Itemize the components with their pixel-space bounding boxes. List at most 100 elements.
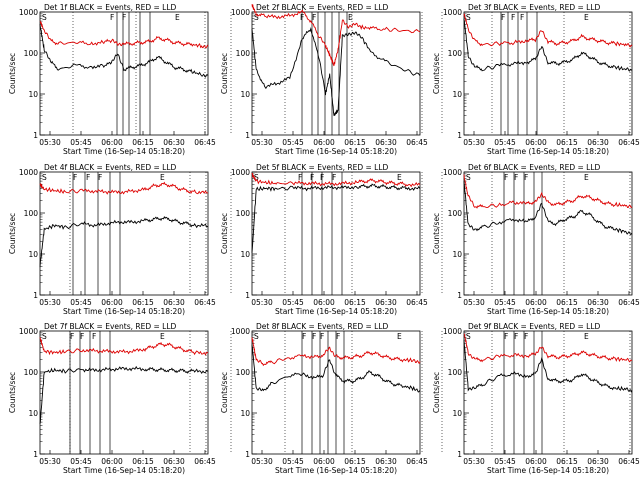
y-tick-label: 10 <box>28 250 38 259</box>
panel-title: Det 3f BLACK = Events, RED = LLD <box>468 3 601 12</box>
plot-frame <box>463 171 633 296</box>
x-tick-label: 06:30 <box>587 138 609 147</box>
x-tick-label: 06:00 <box>101 138 123 147</box>
x-tick-label: 06:00 <box>101 457 123 466</box>
flag-label: F <box>524 332 528 341</box>
y-tick-label: 1000 <box>443 327 462 336</box>
panel-title: Det 1f BLACK = Events, RED = LLD <box>44 3 177 12</box>
flag-label: E <box>348 13 353 22</box>
plot-frame <box>39 11 209 136</box>
panel-title: Det 7f BLACK = Events, RED = LLD <box>44 322 177 331</box>
lld-series-line <box>463 13 633 48</box>
y-tick-label: 10 <box>28 409 38 418</box>
lld-series-line <box>251 4 421 67</box>
x-tick-label: 06:45 <box>618 298 640 307</box>
flag-label: E <box>397 173 402 182</box>
flag-label: F <box>92 332 96 341</box>
events-series-line <box>251 344 421 393</box>
flag-label: F <box>501 13 505 22</box>
x-tick-label: 05:30 <box>251 138 273 147</box>
flag-label: F <box>312 332 316 341</box>
x-tick-label: 05:30 <box>39 138 61 147</box>
flag-label: S <box>466 332 471 341</box>
x-tick-label: 06:15 <box>556 298 578 307</box>
y-axis-label: Counts/sec <box>8 53 17 94</box>
x-tick-label: 06:45 <box>618 457 640 466</box>
y-tick-label: 1 <box>245 131 250 140</box>
flag-label: S <box>42 13 47 22</box>
x-tick-label: 06:30 <box>375 138 397 147</box>
x-tick-label: 06:15 <box>344 138 366 147</box>
x-tick-label: 05:45 <box>282 457 304 466</box>
y-axis-label: Counts/sec <box>8 213 17 254</box>
x-tick-label: 06:45 <box>618 138 640 147</box>
x-tick-label: 06:45 <box>406 138 428 147</box>
y-tick-label: 1000 <box>19 168 38 177</box>
flag-label: E <box>584 332 589 341</box>
flag-label: F <box>504 332 508 341</box>
flag-label: S <box>42 332 47 341</box>
x-tick-label: 06:15 <box>132 138 154 147</box>
flag-label: S <box>466 173 471 182</box>
y-tick-label: 10 <box>28 90 38 99</box>
x-tick-label: 05:30 <box>39 298 61 307</box>
events-series-line <box>251 27 421 117</box>
plot-frame <box>251 11 421 136</box>
flag-label: F <box>320 173 324 182</box>
y-tick-label: 1000 <box>19 327 38 336</box>
x-tick-label: 06:15 <box>344 298 366 307</box>
panel-det-2: S F F E 1 10 100 1000 05:30 05:45 06:00 06:15 06:30 0… <box>220 3 443 156</box>
x-tick-label: 05:30 <box>251 457 273 466</box>
y-tick-label: 1000 <box>231 327 250 336</box>
y-tick-label: 1 <box>33 291 38 300</box>
x-tick-label: 06:15 <box>344 457 366 466</box>
flag-label: F <box>73 173 77 182</box>
flag-label: F <box>504 173 508 182</box>
flag-label: F <box>302 332 306 341</box>
panel-title: Det 4f BLACK = Events, RED = LLD <box>44 163 177 172</box>
flag-label: E <box>175 13 180 22</box>
x-axis-label: Start Time (16-Sep-14 05:18:20) <box>63 147 185 156</box>
y-tick-label: 1 <box>457 131 462 140</box>
y-tick-label: 10 <box>240 90 250 99</box>
x-tick-label: 06:00 <box>525 298 547 307</box>
flag-label: F <box>511 13 515 22</box>
x-axis-label: Start Time (16-Sep-14 05:18:20) <box>275 147 397 156</box>
x-tick-label: 06:45 <box>194 138 216 147</box>
y-tick-label: 1 <box>457 291 462 300</box>
plot-frame <box>39 330 209 455</box>
y-tick-label: 1000 <box>443 168 462 177</box>
flag-label: S <box>254 173 259 182</box>
x-tick-label: 06:30 <box>163 138 185 147</box>
y-tick-label: 1 <box>33 450 38 459</box>
y-axis-label: Counts/sec <box>220 213 229 254</box>
flag-label: F <box>312 13 316 22</box>
flag-label: S <box>254 13 259 22</box>
y-tick-label: 10 <box>452 90 462 99</box>
x-tick-label: 05:45 <box>282 138 304 147</box>
flag-label: E <box>160 173 165 182</box>
x-tick-label: 05:45 <box>494 138 516 147</box>
y-tick-label: 1000 <box>231 8 250 17</box>
y-tick-label: 100 <box>236 209 251 218</box>
x-axis-label: Start Time (16-Sep-14 05:18:20) <box>275 466 397 475</box>
y-tick-label: 100 <box>448 49 463 58</box>
x-tick-label: 06:30 <box>587 298 609 307</box>
y-tick-label: 100 <box>236 368 251 377</box>
y-tick-label: 100 <box>24 49 39 58</box>
plot-frame <box>39 171 209 296</box>
x-tick-label: 05:45 <box>494 298 516 307</box>
lld-series-line <box>39 181 208 195</box>
x-tick-label: 06:15 <box>132 298 154 307</box>
x-axis-label: Start Time (16-Sep-14 05:18:20) <box>487 466 609 475</box>
y-tick-label: 100 <box>236 49 251 58</box>
y-tick-label: 1000 <box>443 8 462 17</box>
y-tick-label: 1 <box>245 291 250 300</box>
lld-series-line <box>463 174 633 209</box>
